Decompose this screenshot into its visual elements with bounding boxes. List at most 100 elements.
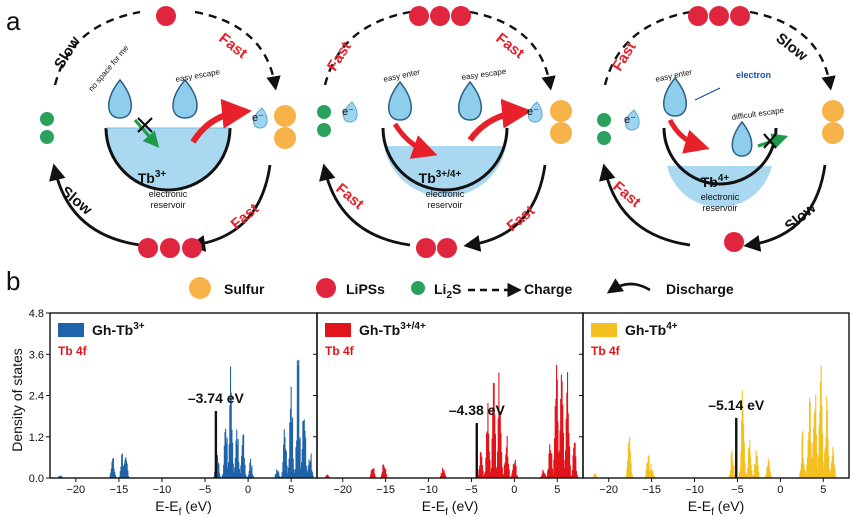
lipss-dot — [730, 6, 750, 26]
droplet-caption: easy escape — [175, 67, 221, 84]
electron-label: e⁻ — [342, 106, 354, 118]
rate-top-left: Fast — [324, 39, 355, 74]
x-tick-label: 5 — [288, 484, 294, 496]
y-tick-label: 4.8 — [29, 308, 44, 320]
li2s-dot — [597, 131, 611, 145]
discharge-legend-arrow — [606, 278, 651, 294]
x-tick-label: −15 — [642, 484, 661, 496]
reservoir-title: Tb — [138, 170, 155, 186]
charge-arrow-top-right — [749, 10, 836, 91]
plot-frame — [316, 312, 584, 479]
x-tick-label: −15 — [110, 484, 129, 496]
legend-swatch — [325, 323, 351, 337]
svg-text:Tb4+: Tb4+ — [701, 173, 730, 190]
x-tick-label: 5 — [820, 484, 826, 496]
li2s-dot — [317, 105, 331, 119]
legend-swatch — [58, 323, 84, 337]
enter-arrow — [392, 122, 438, 159]
y-axis-label: Density of states — [9, 348, 25, 452]
escape-arrow — [467, 98, 532, 142]
reservoir-fill — [106, 128, 230, 190]
energy-annotation: –3.74 eV — [188, 390, 245, 406]
sulfur-dot — [550, 122, 572, 144]
x-tick-label: −5 — [199, 484, 212, 496]
panel-b-label: b — [6, 266, 20, 296]
x-tick-label: 0 — [245, 484, 251, 496]
lipss-dot — [416, 238, 436, 258]
legend-discharge: Discharge — [666, 281, 734, 297]
electron-label: e⁻ — [527, 106, 539, 118]
reservoir-sub2: reservoir — [150, 200, 185, 210]
lipss-legend-dot — [316, 278, 336, 298]
legend-row: Sulfur LiPSs Li2S Charge Discharge — [189, 277, 734, 301]
reservoir-sub1: electronic — [149, 189, 188, 199]
lipss-dot — [724, 232, 744, 252]
li2s-dot — [317, 123, 331, 137]
reservoir-bowl — [381, 127, 509, 192]
reservoir-title: Tb — [701, 174, 718, 190]
y-tick-label: 0.0 — [29, 473, 44, 485]
sulfur-dot — [822, 122, 844, 144]
rate-top-right: Slow — [773, 30, 811, 65]
droplet-icon — [172, 78, 198, 119]
cycle-tb4: Tb4+ electronic reservoir Fast Slow Fast… — [597, 6, 844, 252]
reservoir-sup: 3+/4+ — [436, 169, 462, 180]
sulfur-dot — [274, 127, 296, 149]
lipss-dot — [709, 6, 729, 26]
charge-arrow-top-right — [469, 10, 556, 91]
reservoir-sup: 4+ — [718, 173, 730, 184]
tb4f-label: Tb 4f — [325, 344, 355, 358]
rate-bottom-left: Fast — [609, 178, 644, 211]
rate-bottom-left: Fast — [332, 180, 367, 213]
dos-charts: −20 −15 −10 −5 0 5 0.0 1.2 2.4 3.6 4.8 Gh-Tb3+ Tb 4f… — [29, 308, 850, 517]
electron-icon — [343, 101, 358, 123]
lipss-dot — [182, 238, 202, 258]
sulfur-dot — [822, 100, 844, 122]
electron-icon — [253, 107, 268, 129]
x-tick-label: −20 — [67, 484, 86, 496]
legend-charge: Charge — [524, 281, 572, 297]
droplet-icon — [663, 76, 687, 117]
escape-arrow — [190, 98, 252, 144]
lipss-dot — [430, 6, 450, 26]
x-axis-label: E-Ef (eV) — [422, 498, 478, 517]
li2s-dot — [40, 112, 54, 126]
tb4f-label: Tb 4f — [58, 344, 88, 358]
lipss-dot — [451, 6, 471, 26]
droplet-icon — [458, 80, 482, 121]
svg-text:Tb3+/4+: Tb3+/4+ — [419, 169, 462, 186]
reservoir-bowl — [104, 127, 232, 192]
x-tick-label: 0 — [777, 484, 783, 496]
lipss-dot — [437, 238, 457, 258]
sulfur-dot — [274, 105, 296, 127]
discharge-arrow-bottom-right — [188, 164, 272, 252]
legend-label: Gh-Tb4+ — [625, 321, 678, 338]
droplet-caption: difficult escape — [731, 106, 785, 122]
energy-annotation: –5.14 eV — [708, 397, 765, 413]
block-x-icon — [137, 117, 153, 133]
tb4f-label: Tb 4f — [591, 344, 621, 358]
discharge-arrow-bottom-right — [463, 164, 547, 252]
lipss-dot — [688, 6, 708, 26]
reservoir-sub2: reservoir — [427, 200, 462, 210]
y-tick-label: 1.2 — [29, 432, 44, 444]
x-tick-label: −10 — [685, 484, 704, 496]
x-tick-label: −15 — [376, 484, 395, 496]
li2s-dot — [40, 130, 54, 144]
charge-arrow-top-right — [194, 10, 281, 91]
lipss-dot — [409, 6, 429, 26]
legend-label: Gh-Tb3+ — [92, 321, 145, 338]
reservoir-title: Tb — [419, 170, 436, 186]
dos-panel: −20 −15 −10 −5 0 5 0.0 1.2 2.4 3.6 4.8 Gh-Tb3+ Tb 4f… — [29, 308, 318, 517]
legend-swatch — [591, 323, 617, 337]
li2s-dot — [597, 113, 611, 127]
blocked-arrow — [133, 118, 160, 148]
y-tick-label: 2.4 — [29, 391, 44, 403]
svg-text:Tb3+: Tb3+ — [138, 169, 167, 186]
x-tick-label: 5 — [554, 484, 560, 496]
dos-panel: −20 −15 −10 −5 0 5 Gh-Tb4+ Tb 4f –5.14 eV E-Ef (e… — [579, 312, 850, 517]
x-tick-label: −10 — [419, 484, 438, 496]
charge-arrow-top-left — [323, 10, 411, 86]
electron-icon — [528, 101, 543, 123]
